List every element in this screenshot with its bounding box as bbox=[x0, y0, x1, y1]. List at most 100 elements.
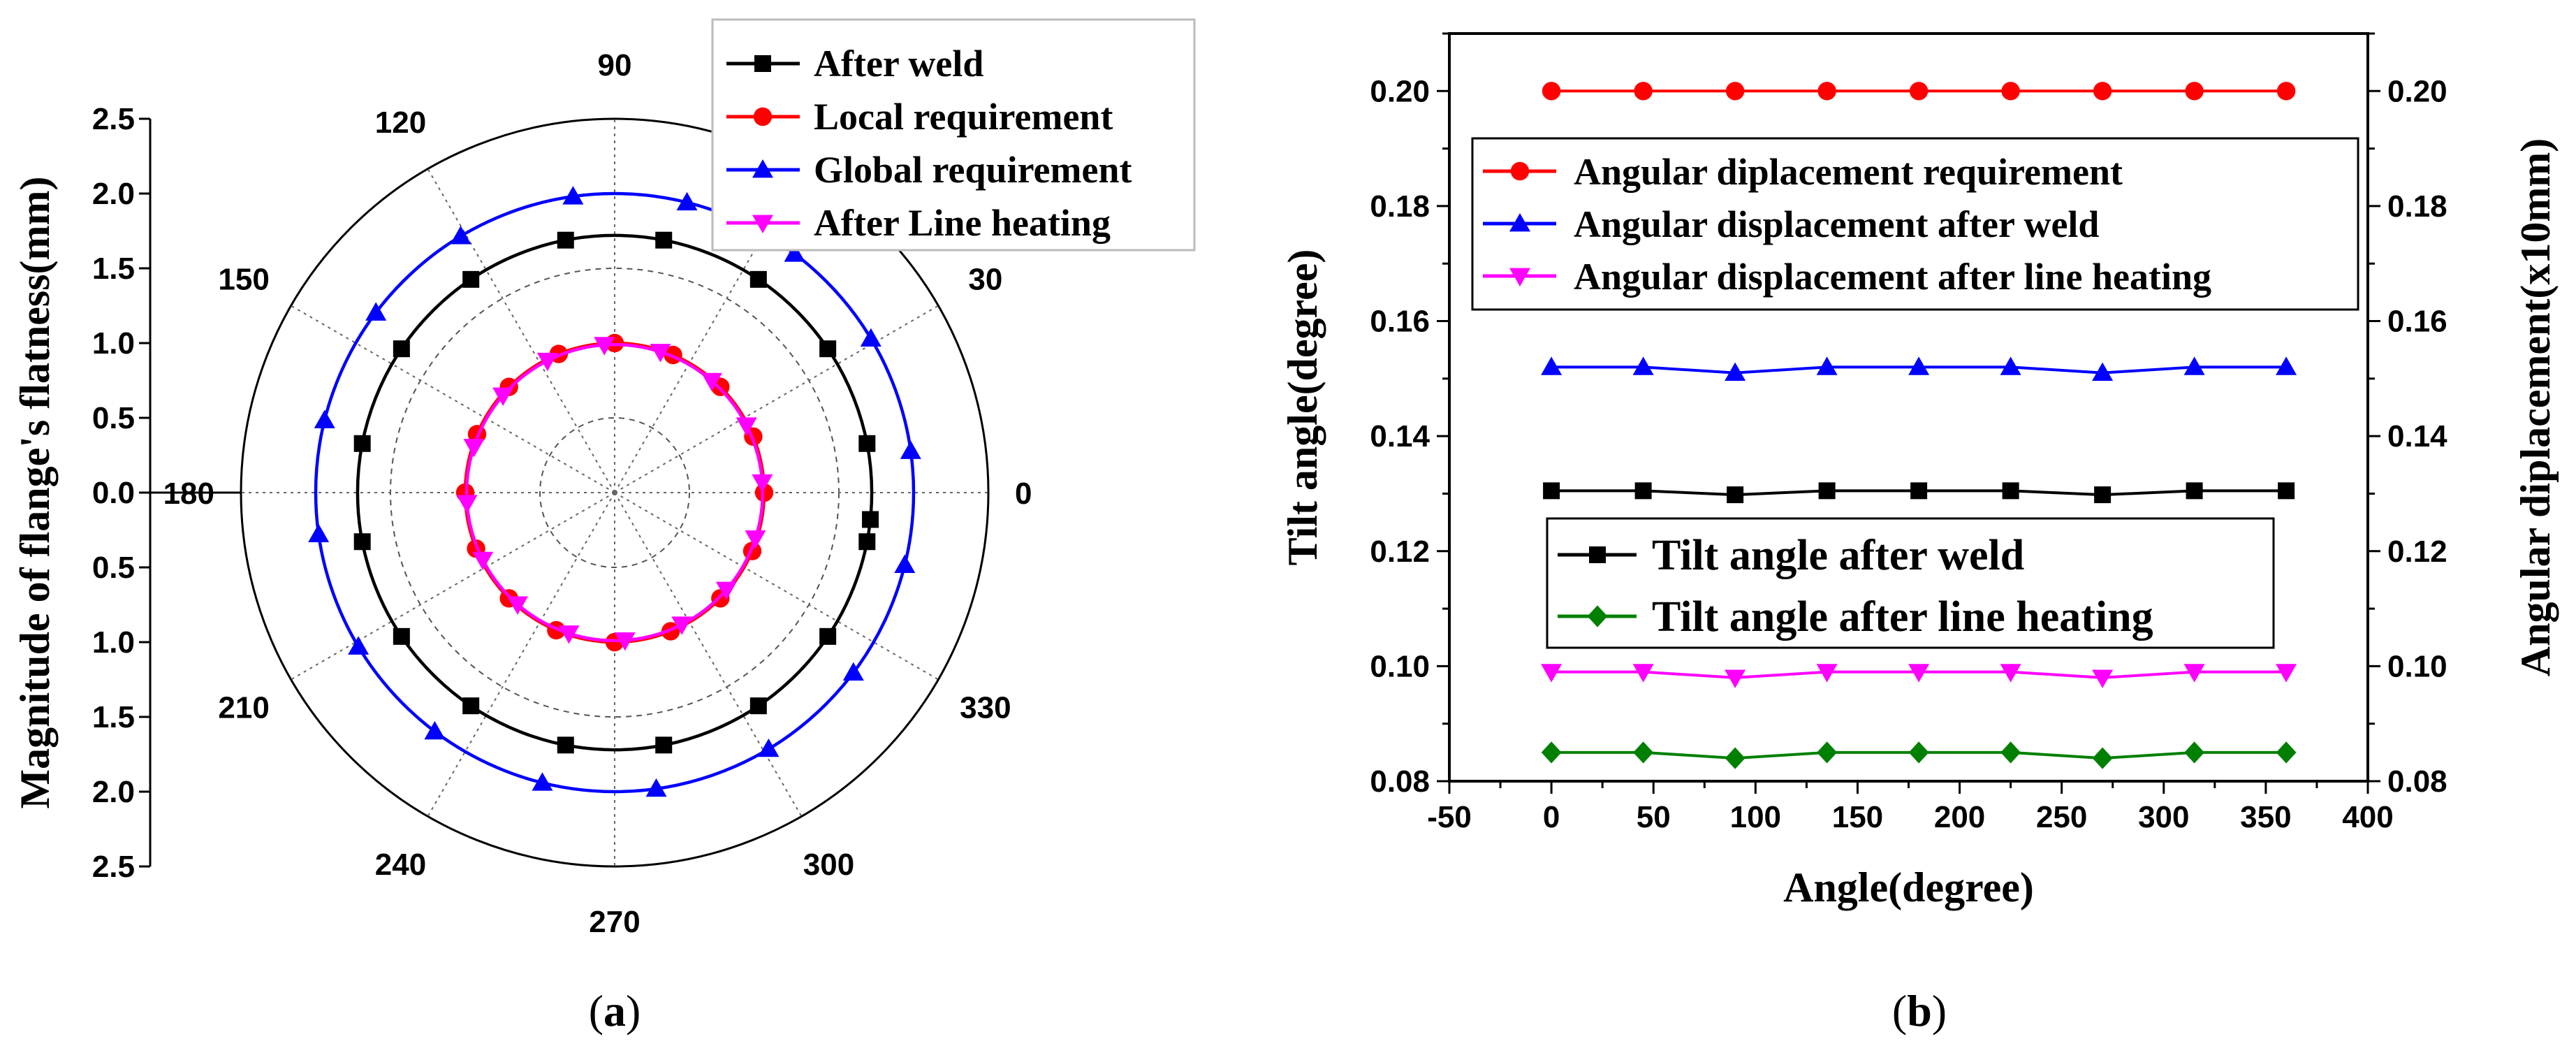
data-point bbox=[2092, 362, 2114, 382]
data-point bbox=[655, 231, 673, 249]
y2-tick-label: 0.10 bbox=[2387, 649, 2447, 683]
x-tick-label: 400 bbox=[2342, 800, 2393, 834]
caption-b: (b) bbox=[1892, 986, 1947, 1036]
data-point bbox=[594, 337, 615, 356]
data-point bbox=[1541, 664, 1563, 683]
data-point bbox=[2278, 482, 2295, 500]
panel-a-polar-chart: 03060901201501802102402703003302.52.01.5… bbox=[12, 18, 1196, 939]
polar-angle-label: 210 bbox=[218, 691, 269, 725]
data-point bbox=[1632, 664, 1654, 683]
data-point bbox=[752, 474, 773, 493]
data-point bbox=[858, 533, 876, 551]
data-point bbox=[819, 627, 837, 645]
radial-tick-label: 2.0 bbox=[92, 177, 135, 211]
data-point bbox=[2276, 664, 2297, 683]
legend-label: Angular displacement after weld bbox=[1574, 203, 2099, 245]
legend-marker bbox=[1510, 161, 1530, 181]
legend-label: Angular displacement after line heating bbox=[1574, 256, 2211, 298]
x-tick-label: 250 bbox=[2036, 800, 2087, 834]
radial-tick-label: 1.5 bbox=[92, 252, 135, 286]
legend-label: Tilt angle after weld bbox=[1652, 532, 2024, 579]
data-point bbox=[2000, 741, 2021, 764]
data-point bbox=[1634, 82, 1653, 101]
radial-tick-label: 2.5 bbox=[92, 850, 135, 884]
legend-marker bbox=[752, 159, 773, 178]
data-point bbox=[558, 625, 580, 644]
legend-label: Angular diplacement requirement bbox=[1574, 151, 2123, 193]
x-tick-label: 50 bbox=[1637, 800, 1671, 834]
legend-box-bottom bbox=[1546, 517, 2275, 649]
data-point bbox=[507, 596, 529, 615]
data-point bbox=[353, 533, 371, 551]
legend-marker bbox=[753, 107, 773, 126]
legend-box-top bbox=[1471, 137, 2359, 311]
polar-angle-label: 120 bbox=[375, 106, 426, 140]
y-tick-label: 0.08 bbox=[1370, 764, 1430, 799]
data-point bbox=[2092, 669, 2114, 688]
data-point bbox=[1910, 482, 1928, 500]
data-point bbox=[1908, 741, 1929, 764]
x-tick-label: 200 bbox=[1934, 800, 1985, 834]
series-line bbox=[356, 233, 874, 752]
x-tick-label: 350 bbox=[2240, 800, 2291, 834]
data-point bbox=[2186, 482, 2203, 500]
data-point bbox=[1542, 82, 1561, 101]
data-point bbox=[2000, 356, 2021, 375]
legend-box bbox=[711, 18, 1196, 252]
data-point bbox=[393, 340, 410, 358]
data-point bbox=[1909, 82, 1929, 101]
data-point bbox=[1816, 664, 1838, 683]
polar-angle-label: 90 bbox=[598, 48, 632, 82]
polar-angle-label: 0 bbox=[1015, 477, 1032, 511]
data-point bbox=[532, 772, 553, 791]
data-point bbox=[900, 440, 921, 459]
x-tick-label: 150 bbox=[1832, 800, 1883, 834]
data-point bbox=[1817, 82, 1836, 101]
data-point bbox=[1725, 362, 1746, 382]
data-point bbox=[860, 328, 881, 347]
y2-tick-label: 0.08 bbox=[2387, 764, 2447, 799]
data-point bbox=[1817, 741, 1838, 764]
data-point bbox=[2276, 741, 2297, 764]
data-point bbox=[2183, 664, 2205, 683]
data-point bbox=[1541, 356, 1563, 375]
data-point bbox=[472, 551, 494, 571]
data-point bbox=[353, 435, 371, 452]
radial-tick-label: 2.0 bbox=[92, 775, 135, 809]
data-point bbox=[424, 720, 446, 740]
data-point bbox=[894, 554, 916, 573]
data-point bbox=[557, 736, 574, 754]
data-point bbox=[2093, 82, 2112, 101]
legend-label: Global requirement bbox=[814, 149, 1132, 191]
y-tick-label: 0.20 bbox=[1370, 74, 1430, 108]
data-point bbox=[450, 226, 471, 245]
y-tick-label: 0.16 bbox=[1370, 305, 1430, 339]
data-point bbox=[2276, 356, 2297, 375]
data-point bbox=[1725, 82, 1745, 101]
polar-angle-label: 30 bbox=[968, 263, 1002, 297]
legend-marker bbox=[1587, 605, 1608, 627]
data-point bbox=[736, 417, 757, 436]
data-point bbox=[456, 495, 478, 514]
y2-tick-label: 0.14 bbox=[2387, 419, 2447, 453]
data-point bbox=[2094, 486, 2112, 504]
radial-tick-label: 2.5 bbox=[92, 102, 135, 136]
data-point bbox=[749, 697, 767, 715]
y2-tick-label: 0.12 bbox=[2387, 535, 2447, 569]
data-point bbox=[463, 439, 485, 458]
data-point bbox=[308, 523, 330, 542]
data-point bbox=[842, 662, 864, 681]
series-line bbox=[464, 342, 765, 643]
x-tick-label: 100 bbox=[1730, 800, 1781, 834]
data-point bbox=[1541, 741, 1562, 764]
data-point bbox=[1816, 356, 1838, 375]
data-point bbox=[2001, 82, 2020, 101]
data-point bbox=[1633, 741, 1654, 764]
legend-marker bbox=[1509, 213, 1530, 232]
data-point bbox=[758, 738, 780, 757]
data-point bbox=[1908, 356, 1930, 375]
legend-marker bbox=[1509, 268, 1530, 286]
data-point bbox=[1543, 482, 1560, 500]
